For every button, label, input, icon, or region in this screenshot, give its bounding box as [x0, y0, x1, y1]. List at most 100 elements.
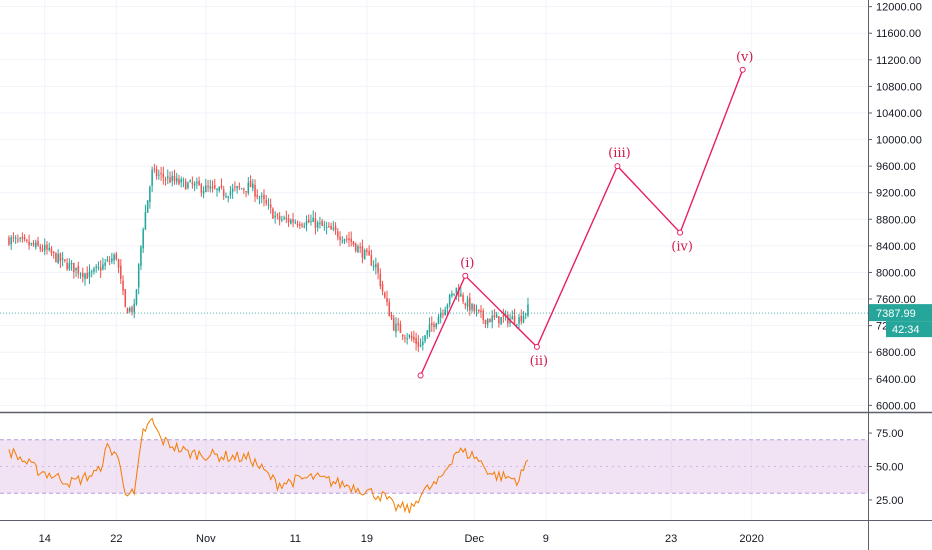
wave-point[interactable] — [462, 272, 469, 279]
wave-label: (iii) — [608, 146, 631, 161]
candle-body — [61, 258, 64, 260]
wave-point[interactable] — [677, 229, 684, 236]
candle-body — [366, 250, 368, 252]
candle-body — [10, 237, 12, 245]
candle-body — [70, 262, 73, 265]
candle-body — [417, 341, 420, 347]
candle-body — [124, 289, 127, 307]
candle-body — [428, 324, 431, 333]
candle-body — [220, 185, 223, 188]
candle-body — [231, 188, 234, 192]
candle-body — [104, 262, 106, 266]
candle-body — [518, 317, 520, 324]
candle-body — [319, 222, 321, 224]
candle-body — [321, 220, 323, 226]
candle-body — [52, 251, 55, 253]
candle-body — [267, 204, 270, 206]
candle-body — [287, 218, 290, 223]
candle-body — [209, 186, 212, 189]
candle-body — [155, 169, 158, 177]
wave-point[interactable] — [739, 66, 746, 73]
candle-body — [135, 289, 138, 305]
candle-body — [90, 271, 93, 273]
candle-body — [442, 313, 444, 315]
price-tick-label: 9600.00 — [876, 161, 916, 173]
wave-point[interactable] — [614, 163, 621, 170]
candle-body — [131, 307, 133, 313]
grid — [0, 0, 868, 520]
elliott-wave[interactable]: (i) (ii) (iii) (iv) (v) — [417, 50, 753, 379]
indicator-tick-label: 75.00 — [876, 428, 904, 440]
price-tags: 7387.99 42:34 — [869, 304, 932, 338]
candle-body — [357, 246, 359, 252]
candle-body — [419, 344, 422, 347]
candle-body — [401, 334, 404, 337]
candle-body — [28, 241, 30, 246]
candle-body — [46, 244, 48, 250]
wave-path[interactable] — [419, 69, 744, 376]
candle-body — [437, 317, 440, 325]
candle-body — [395, 323, 397, 333]
candle-body — [193, 183, 196, 186]
candle-body — [379, 273, 382, 287]
candle-body — [14, 237, 17, 239]
time-tick-label: 11 — [290, 533, 301, 545]
time-tick-label: 9 — [543, 533, 549, 545]
candle-body — [482, 310, 484, 321]
candle-body — [167, 176, 169, 179]
candle-body — [303, 225, 306, 228]
wave-point[interactable] — [533, 343, 540, 350]
candle-body — [316, 222, 319, 228]
candle-body — [377, 263, 379, 273]
candle-body — [307, 219, 310, 223]
candle-body — [146, 200, 149, 213]
candle-body — [95, 266, 97, 269]
candle-body — [399, 324, 402, 333]
candle-body — [59, 253, 62, 262]
candles — [0, 163, 868, 352]
candle-body — [430, 322, 433, 326]
candle-body — [269, 204, 272, 208]
candle-body — [343, 239, 346, 242]
candle-body — [37, 240, 39, 246]
candle-body — [477, 309, 480, 312]
candle-body — [39, 246, 42, 249]
candle-body — [84, 273, 86, 280]
candle-body — [50, 248, 53, 254]
candle-body — [406, 338, 408, 340]
candle-body — [68, 263, 71, 270]
candle-body — [106, 259, 109, 261]
candle-body — [457, 289, 460, 297]
candle-body — [140, 246, 142, 266]
candle-body — [122, 280, 124, 291]
current-price-tag-label: 7387.99 — [876, 308, 916, 320]
price-tick-label: 10800.00 — [876, 81, 922, 93]
candle-body — [260, 195, 263, 197]
candle-body — [460, 293, 462, 297]
candle-body — [339, 236, 341, 240]
candle-body — [290, 219, 292, 224]
candle-body — [21, 237, 24, 239]
candle-body — [281, 219, 283, 221]
candle-body — [202, 190, 205, 194]
candle-body — [196, 181, 198, 184]
candle-body — [404, 337, 406, 339]
candle-body — [455, 287, 458, 293]
candle-body — [222, 189, 225, 196]
current-price-tag — [869, 304, 932, 322]
candle-body — [252, 183, 254, 189]
candle-body — [473, 304, 476, 312]
candle-body — [491, 316, 493, 323]
price-tick-label: 10000.00 — [876, 135, 922, 147]
wave-point[interactable] — [417, 372, 424, 379]
candle-body — [471, 303, 473, 310]
candle-body — [23, 236, 26, 240]
candle-body — [328, 226, 330, 228]
candle-body — [345, 238, 348, 240]
candle-body — [314, 218, 317, 228]
candle-body — [86, 272, 89, 279]
candle-body — [500, 317, 502, 325]
candle-body — [484, 319, 487, 325]
candle-body — [128, 307, 131, 312]
